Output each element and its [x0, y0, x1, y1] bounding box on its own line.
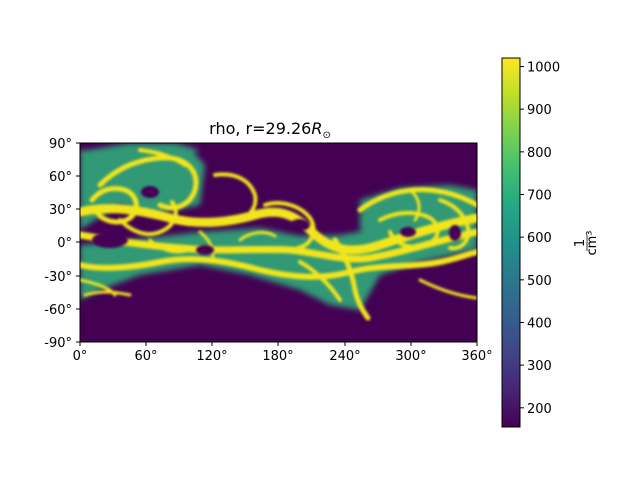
- colorbar-tick-label: 700: [527, 189, 552, 204]
- x-tick-label: 180°: [262, 349, 293, 364]
- colorbar-tick-label: 1000: [527, 61, 560, 76]
- colorbar-tick-label: 300: [527, 359, 552, 374]
- y-tick-label: -60°: [44, 303, 72, 318]
- x-tick-label: 0°: [73, 349, 88, 364]
- x-tick-label: 60°: [134, 349, 157, 364]
- colorbar-tick-label: 200: [527, 402, 552, 417]
- x-tick-label: 300°: [395, 349, 426, 364]
- y-axis: 90° 60° 30° 0° -30° -60° -90°: [44, 137, 80, 351]
- colorbar-tick-label: 800: [527, 146, 552, 161]
- x-tick-label: 240°: [329, 349, 360, 364]
- colorbar-tick-label: 600: [527, 231, 552, 246]
- colorbar-label-denominator: cm³: [585, 230, 600, 255]
- y-tick-label: 0°: [57, 236, 72, 251]
- y-tick-label: 90°: [49, 137, 72, 152]
- y-tick-label: 60°: [49, 170, 72, 185]
- colorbar-tick-label: 400: [527, 316, 552, 331]
- colorbar-label-numerator: 1: [573, 239, 588, 247]
- density-voids: [92, 186, 461, 255]
- x-tick-label: 120°: [196, 349, 227, 364]
- colorbar-ticks: 200 300 400 500 600 700 800 900 1000: [520, 61, 560, 417]
- colorbar: 200 300 400 500 600 700 800 900 1000 1 cm³: [501, 57, 600, 428]
- colorbar-label: 1 cm³: [573, 230, 600, 255]
- chart-title: rho, r=29.26R⊙: [209, 119, 331, 141]
- density-filaments: [80, 148, 477, 321]
- colorbar-gradient: [501, 57, 521, 428]
- y-tick-label: -90°: [44, 336, 72, 351]
- y-tick-label: 30°: [49, 203, 72, 218]
- heatmap: [80, 143, 477, 342]
- colorbar-tick-label: 500: [527, 274, 552, 289]
- x-tick-label: 360°: [461, 349, 492, 364]
- colorbar-tick-label: 900: [527, 103, 552, 118]
- y-tick-label: -30°: [44, 270, 72, 285]
- x-axis: 0° 60° 120° 180° 240° 300° 360°: [73, 342, 493, 364]
